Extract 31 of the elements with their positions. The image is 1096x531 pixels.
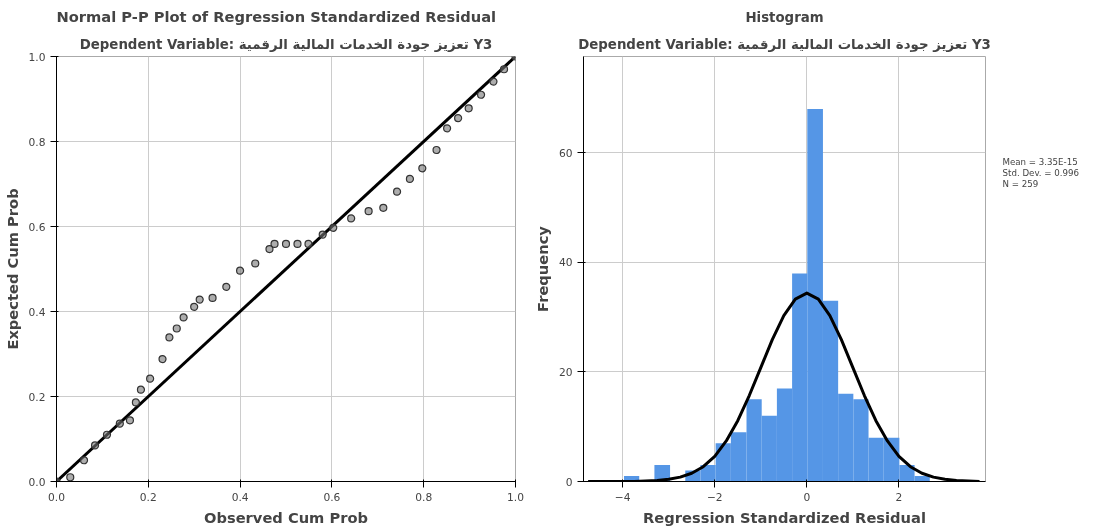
x-tick-label: 0.4 [231, 490, 249, 504]
y-tick-label: 1.0 [28, 50, 46, 64]
y-tick-label: 60 [558, 146, 573, 160]
y-tick-label: 0.8 [28, 135, 46, 149]
chart-subtitle: Dependent Variable: تعزيز جودة الخدمات المالية الرقمية Y3 [79, 36, 493, 52]
x-tick-label: 0 [803, 490, 811, 504]
y-tick-label: 0.2 [28, 390, 46, 404]
text: Mean = 3.35E-15 [1002, 156, 1078, 167]
text: N = 259 [1002, 178, 1039, 189]
x-axis-title: Regression Standardized Residual [643, 508, 926, 526]
y-tick-label: 40 [558, 256, 573, 270]
x-tick-label: −2 [706, 490, 723, 504]
y-axis-title: Expected Cum Prob [3, 188, 21, 350]
x-tick-label: 2 [895, 490, 903, 504]
chart-subtitle: Dependent Variable: تعزيز جودة الخدمات المالية الرقمية Y3 [578, 36, 991, 52]
x-tick-label: 0.2 [139, 490, 157, 504]
y-tick-label: 0.0 [28, 475, 46, 489]
y-tick-label: 0.6 [28, 220, 46, 234]
text: Std. Dev. = 0.996 [1002, 167, 1080, 178]
x-tick-label: 1.0 [507, 490, 525, 504]
y-tick-label: 0.4 [28, 305, 46, 319]
x-tick-label: 0.0 [48, 490, 66, 504]
x-axis-title: Observed Cum Prob [203, 508, 369, 526]
y-axis-title: Frequency [533, 225, 551, 312]
chart-title: Normal P-P Plot of Regression Standardized Residual [56, 7, 497, 25]
y-tick-label: 20 [558, 365, 573, 379]
x-tick-label: 0.6 [323, 490, 341, 504]
y-tick-label: 0 [565, 475, 573, 489]
x-tick-label: −4 [614, 490, 631, 504]
x-tick-label: 0.8 [415, 490, 433, 504]
chart-title: Histogram [745, 9, 824, 25]
